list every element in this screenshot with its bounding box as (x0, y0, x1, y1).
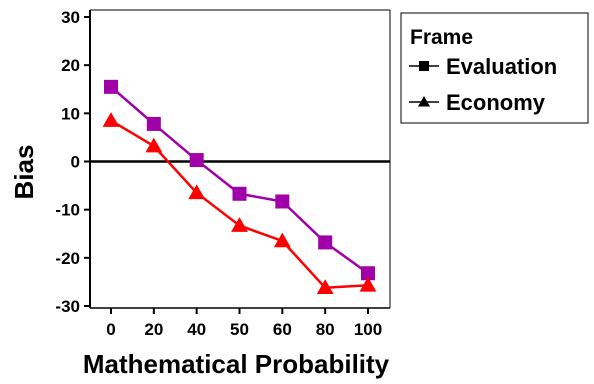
x-axis-title: Mathematical Probability (83, 349, 390, 379)
data-point-economy (102, 112, 120, 127)
legend-label: Evaluation (446, 54, 557, 79)
y-tick-label: -30 (55, 297, 80, 316)
y-tick-label: 30 (61, 8, 80, 27)
x-tick-label: 20 (144, 320, 163, 339)
data-point-economy (145, 137, 163, 153)
legend: Frame Evaluation Economy (400, 12, 589, 124)
x-tick-label: 40 (187, 320, 206, 339)
legend-entries: Evaluation Economy (409, 54, 557, 115)
data-point-economy (231, 217, 248, 232)
data-point-evaluation (275, 194, 290, 209)
x-tick-label: 80 (316, 320, 335, 339)
legend-box (400, 12, 589, 124)
y-tick-label: 10 (61, 104, 80, 123)
x-axis-ticks: 0 20 40 50 60 80 100 (106, 308, 382, 339)
x-tick-label: 60 (273, 320, 292, 339)
y-axis-ticks: 30 20 10 0 -10 -20 -30 (55, 8, 90, 316)
x-tick-label: 50 (230, 320, 249, 339)
data-point-economy (188, 184, 206, 200)
y-tick-label: 20 (61, 56, 80, 75)
data-point-evaluation (232, 186, 247, 201)
data-point-evaluation (146, 116, 161, 131)
x-tick-label: 0 (106, 320, 115, 339)
x-tick-label: 100 (354, 320, 382, 339)
legend-swatch-marker (418, 96, 430, 107)
data-point-evaluation (104, 79, 118, 94)
y-axis-title: Bias (9, 145, 39, 200)
data-point-economy (359, 276, 377, 292)
data-point-evaluation (361, 266, 375, 281)
y-tick-label: -10 (55, 201, 80, 220)
data-point-evaluation (318, 235, 333, 250)
data-point-economy (316, 279, 334, 294)
series-group (102, 79, 377, 294)
y-tick-label: 0 (71, 153, 80, 172)
data-point-economy (273, 232, 291, 248)
legend-title: Frame (410, 26, 473, 49)
data-point-evaluation (189, 153, 204, 168)
plot-area (89, 9, 391, 309)
legend-swatch-marker (419, 61, 429, 71)
y-tick-label: -20 (55, 249, 80, 268)
legend-label: Economy (446, 90, 546, 115)
